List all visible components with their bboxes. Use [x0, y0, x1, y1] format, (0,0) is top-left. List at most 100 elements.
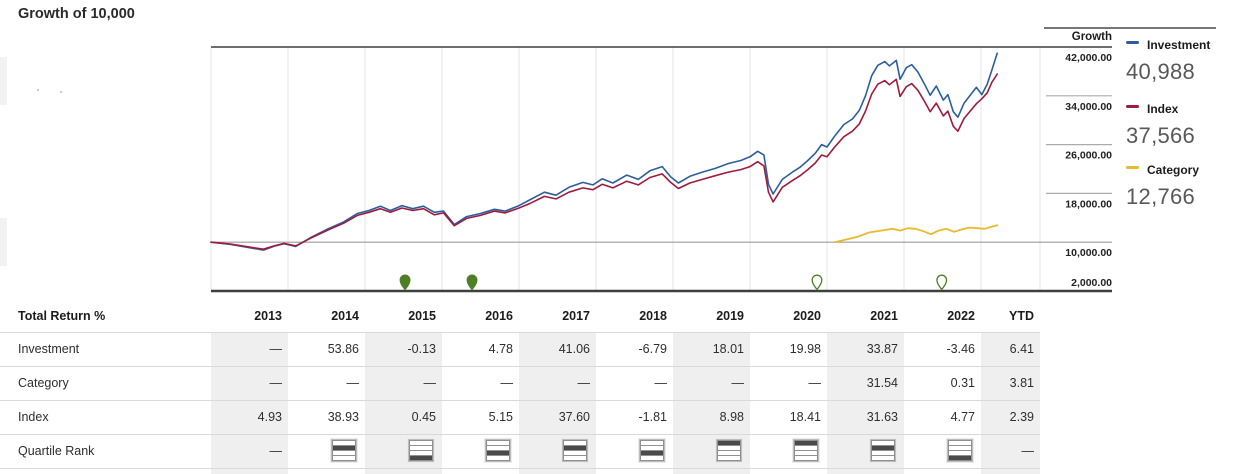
growth-axis-header: Growth [1071, 31, 1112, 43]
quartile-stripe [564, 441, 586, 445]
quartile-rank-icon-q4 [947, 439, 973, 462]
table-cell: 33.87 [866, 342, 898, 356]
quartile-stripe-selected [333, 446, 355, 450]
table-cell: — [269, 376, 283, 390]
table-cell: -3.46 [946, 342, 976, 356]
table-cell: 38.93 [327, 410, 359, 424]
legend-item-index[interactable]: Index 37,566 [1126, 100, 1195, 149]
table-cell: 2020 [793, 309, 821, 323]
table-cell: 2014 [331, 309, 359, 323]
table-cell: 3.81 [1009, 376, 1034, 390]
investment-color-dash [1126, 41, 1139, 45]
quartile-stripe [949, 441, 971, 445]
legend-label: Category [1147, 163, 1200, 177]
quartile-stripe [641, 446, 663, 450]
quartile-rank-icon-q1 [716, 439, 742, 462]
table-cell: -1.81 [638, 410, 668, 424]
index-line [210, 73, 999, 250]
quartile-stripe [795, 456, 817, 460]
table-cell: 5.15 [488, 410, 513, 424]
table-cell: — [423, 376, 437, 390]
quartile-stripe-selected [410, 456, 432, 460]
event-marker-pin-filled[interactable] [466, 274, 478, 291]
quartile-stripe [333, 441, 355, 445]
chart-legend: Investment 40,988 Index 37,566 Category 12,76… [1126, 0, 1236, 300]
y-axis-label: 18,000.00 [1065, 198, 1112, 210]
table-cell: 2019 [716, 309, 744, 323]
index-color-dash [1126, 105, 1139, 109]
table-cell: 2018 [639, 309, 667, 323]
quartile-stripe [487, 446, 509, 450]
quartile-rank-icon-q2 [562, 439, 588, 462]
table-cell: 41.06 [558, 342, 590, 356]
column-shading [981, 332, 1040, 474]
table-cell: — [654, 376, 668, 390]
quartile-rank-icon-q2 [331, 439, 357, 462]
table-row-index: Index 4.93 38.93 0.45 5.15 37.60 -1.81 8.98 18.4… [0, 400, 1040, 435]
table-cell: 18.01 [712, 342, 744, 356]
table-cell: — [1021, 444, 1035, 458]
quartile-stripe [641, 456, 663, 460]
quartile-rank-icon-q2 [870, 439, 896, 462]
quartile-stripe [487, 456, 509, 460]
category-color-dash [1126, 166, 1139, 170]
quartile-stripe [949, 451, 971, 455]
table-cell: 6.41 [1009, 342, 1034, 356]
table-cell: YTD [1009, 309, 1034, 323]
table-cell: — [269, 444, 283, 458]
table-row-category: Category — — — — — — — — 31.54 0.31 3.81 [0, 366, 1040, 401]
row-label: Investment [18, 342, 80, 356]
left-edge-artifact [0, 57, 7, 105]
table-cell: 4.77 [950, 410, 975, 424]
event-marker-pin-open[interactable] [936, 274, 948, 291]
quartile-stripe [333, 456, 355, 460]
table-header-row: Total Return % 2013 2014 2015 2016 2017 2018 20… [0, 300, 1040, 333]
event-marker-pin-open[interactable] [811, 274, 823, 291]
category-line [833, 224, 999, 244]
column-shading [211, 332, 288, 474]
table-cell: 4.78 [488, 342, 513, 356]
table-cell: — [577, 376, 591, 390]
legend-growth-value: 37,566 [1126, 123, 1196, 148]
quartile-stripe [872, 456, 894, 460]
table-cell: — [346, 376, 360, 390]
table-cell: 31.54 [866, 376, 898, 390]
legend-label: Investment [1147, 38, 1211, 52]
table-row-quartile-rank: Quartile Rank — — [0, 434, 1040, 469]
quartile-stripe [410, 446, 432, 450]
legend-item-category[interactable]: Category 12,766 [1126, 161, 1199, 210]
table-cell: 2017 [562, 309, 590, 323]
left-edge-artifact [0, 218, 7, 266]
quartile-stripe [718, 456, 740, 460]
legend-item-investment[interactable]: Investment 40,988 [1126, 36, 1210, 85]
row-label: Quartile Rank [18, 444, 95, 458]
table-cell: 2.39 [1009, 410, 1034, 424]
quartile-stripe [641, 441, 663, 445]
row-label: Index [18, 410, 49, 424]
table-cell: 2016 [485, 309, 513, 323]
quartile-stripe-selected [487, 451, 509, 455]
y-axis-label: 42,000.00 [1065, 52, 1112, 64]
growth-chart-plot[interactable]: 42,000.00 34,000.00 26,000.00 18,000.00 10,0… [0, 0, 1239, 300]
table-cell: 31.63 [866, 410, 898, 424]
quartile-stripe-selected [949, 456, 971, 460]
quartile-rank-icon-q1 [793, 439, 819, 462]
quartile-stripe [872, 451, 894, 455]
quartile-stripe [718, 446, 740, 450]
table-cell: — [500, 376, 514, 390]
table-cell: — [808, 376, 822, 390]
table-cell: 53.86 [327, 342, 359, 356]
quartile-stripe [872, 441, 894, 445]
quartile-rank-icon-q4 [408, 439, 434, 462]
row-label: Category [18, 376, 69, 390]
table-cell: 4.93 [257, 410, 282, 424]
quartile-rank-icon-q3 [485, 439, 511, 462]
left-edge-artifact [60, 91, 62, 93]
quartile-stripe [410, 451, 432, 455]
quartile-stripe-selected [718, 441, 740, 445]
event-marker-pin-filled[interactable] [399, 274, 411, 291]
quartile-stripe-selected [872, 446, 894, 450]
table-cell: -6.79 [638, 342, 668, 356]
quartile-stripe-selected [795, 441, 817, 445]
